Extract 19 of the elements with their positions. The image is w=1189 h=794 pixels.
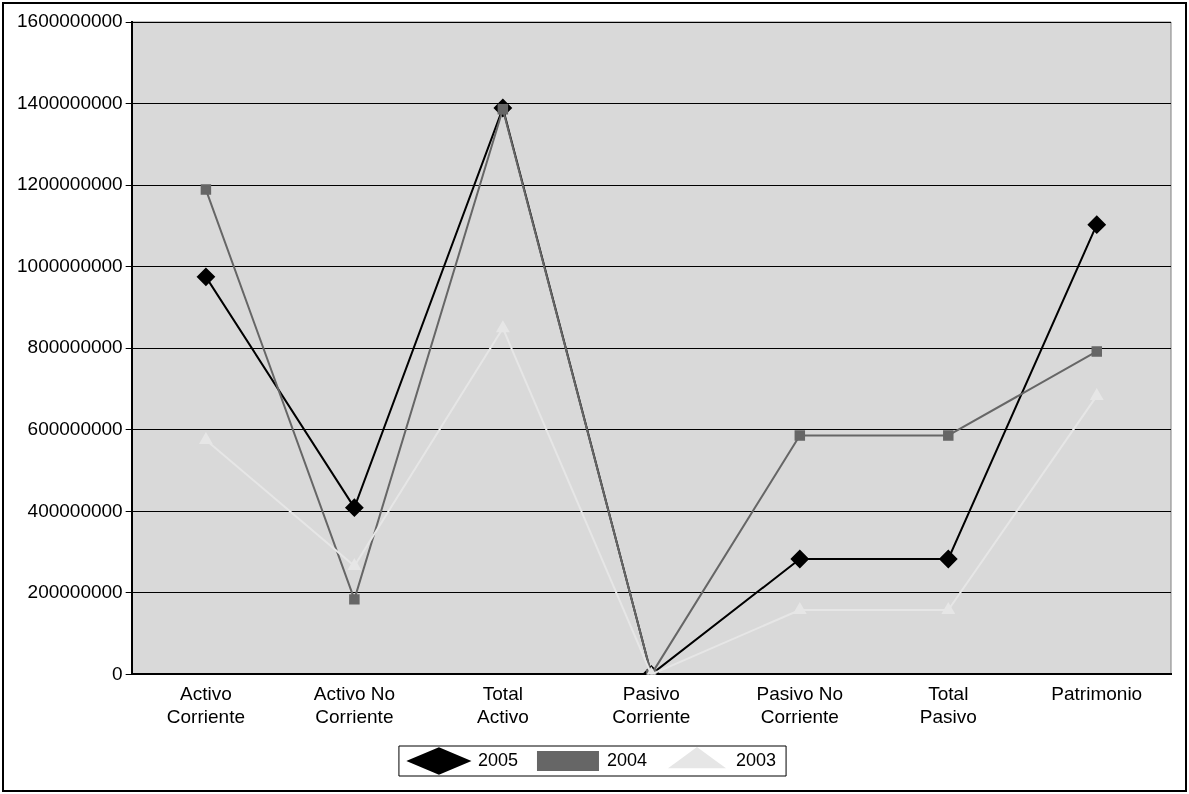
x-tick-label: Total Pasivo (919, 683, 977, 727)
x-tick-label: Activo No Corriente (313, 683, 396, 727)
y-tick-label: 1600000000 (17, 10, 123, 32)
x-tick-label: Activo Corriente (166, 683, 245, 727)
y-tick-label: 400000000 (27, 499, 123, 521)
x-tick-label: Pasivo No Corriente (756, 683, 844, 727)
y-tick-label: 1400000000 (17, 91, 123, 113)
y-tick-label: 1000000000 (17, 254, 123, 276)
legend-label: 2005 (477, 749, 518, 770)
x-tick-label: Total Activo (476, 683, 529, 727)
x-tick-label: Pasivo Corriente (612, 683, 691, 727)
y-tick-label: 800000000 (27, 336, 123, 358)
legend-label: 2004 (606, 749, 648, 770)
y-tick-label: 600000000 (27, 417, 123, 439)
legend-label: 2003 (736, 749, 777, 770)
y-tick-label: 1200000000 (17, 173, 123, 195)
y-tick-label: 0 (112, 662, 123, 684)
y-tick-label: 200000000 (27, 581, 123, 603)
x-tick-label: Patrimonio (1051, 683, 1143, 705)
